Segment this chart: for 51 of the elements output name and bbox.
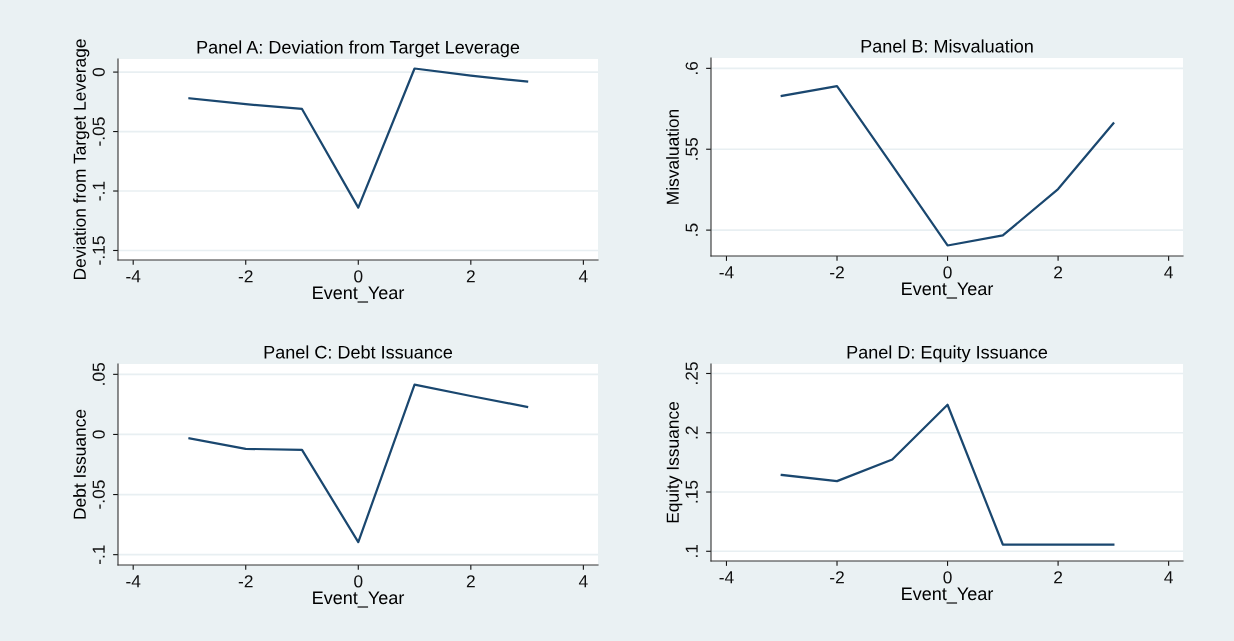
y-axis-title: Deviation from Target Leverage <box>73 39 90 280</box>
x-tick-label: 4 <box>578 270 588 283</box>
y-tick-label: -.15 <box>92 236 105 265</box>
x-tick-label: 2 <box>466 575 475 588</box>
x-axis-title: Event_Year <box>313 286 405 303</box>
y-tick-label: .25 <box>685 362 698 384</box>
x-tick-label: 4 <box>1164 266 1173 279</box>
y-tick-label: .2 <box>685 426 698 439</box>
x-tick-label: 2 <box>1054 571 1063 584</box>
x-tick-label: 0 <box>354 575 363 588</box>
chart-title: Panel A: Deviation from Target Leverage <box>197 40 520 58</box>
chart-title: Panel B: Misvaluation <box>861 39 1033 53</box>
line-series <box>780 85 1115 247</box>
x-axis-title: Event_Year <box>313 591 405 608</box>
y-tick-label: .55 <box>685 137 698 160</box>
x-tick-label: -4 <box>719 266 734 279</box>
y-axis-title: Misvaluation <box>666 109 679 204</box>
y-tick-label: -.1 <box>92 181 105 201</box>
chart-title: Panel D: Equity Issuance <box>847 345 1048 363</box>
x-tick-label: 2 <box>466 270 475 283</box>
x-tick-label: -2 <box>830 266 844 279</box>
x-tick-label: -4 <box>719 571 734 584</box>
x-tick-label: 4 <box>1164 571 1173 584</box>
x-tick-label: -2 <box>238 575 253 588</box>
x-tick-label: -4 <box>126 270 141 283</box>
y-tick-label: .15 <box>685 480 698 503</box>
y-tick-label: 0 <box>92 67 105 77</box>
x-tick-label: -4 <box>126 575 141 588</box>
line-series <box>188 383 529 544</box>
y-axis-title: Equity Issuance <box>666 401 683 523</box>
x-tick-label: 0 <box>943 571 952 584</box>
y-tick-label: -.05 <box>92 117 105 146</box>
chart-title: Panel C: Debt Issuance <box>264 345 453 359</box>
y-tick-label: 0 <box>92 430 105 439</box>
x-axis-title: Event_Year <box>902 587 994 604</box>
x-tick-label: 4 <box>578 575 588 588</box>
x-tick-label: 2 <box>1054 266 1063 279</box>
y-tick-label: -.05 <box>92 480 105 509</box>
line-series <box>780 403 1115 546</box>
x-tick-label: -2 <box>830 571 844 584</box>
y-axis-title: Debt Issuance <box>73 409 86 519</box>
y-tick-label: .5 <box>685 223 698 236</box>
y-tick-label: -.1 <box>92 545 105 565</box>
x-tick-label: 0 <box>943 266 952 279</box>
y-tick-label: .6 <box>685 61 698 75</box>
x-tick-label: 0 <box>354 270 363 283</box>
x-tick-label: -2 <box>238 270 253 283</box>
x-axis-title: Event_Year <box>902 282 994 299</box>
line-series <box>188 67 529 209</box>
y-tick-label: .05 <box>92 363 105 385</box>
y-tick-label: .1 <box>685 544 698 557</box>
